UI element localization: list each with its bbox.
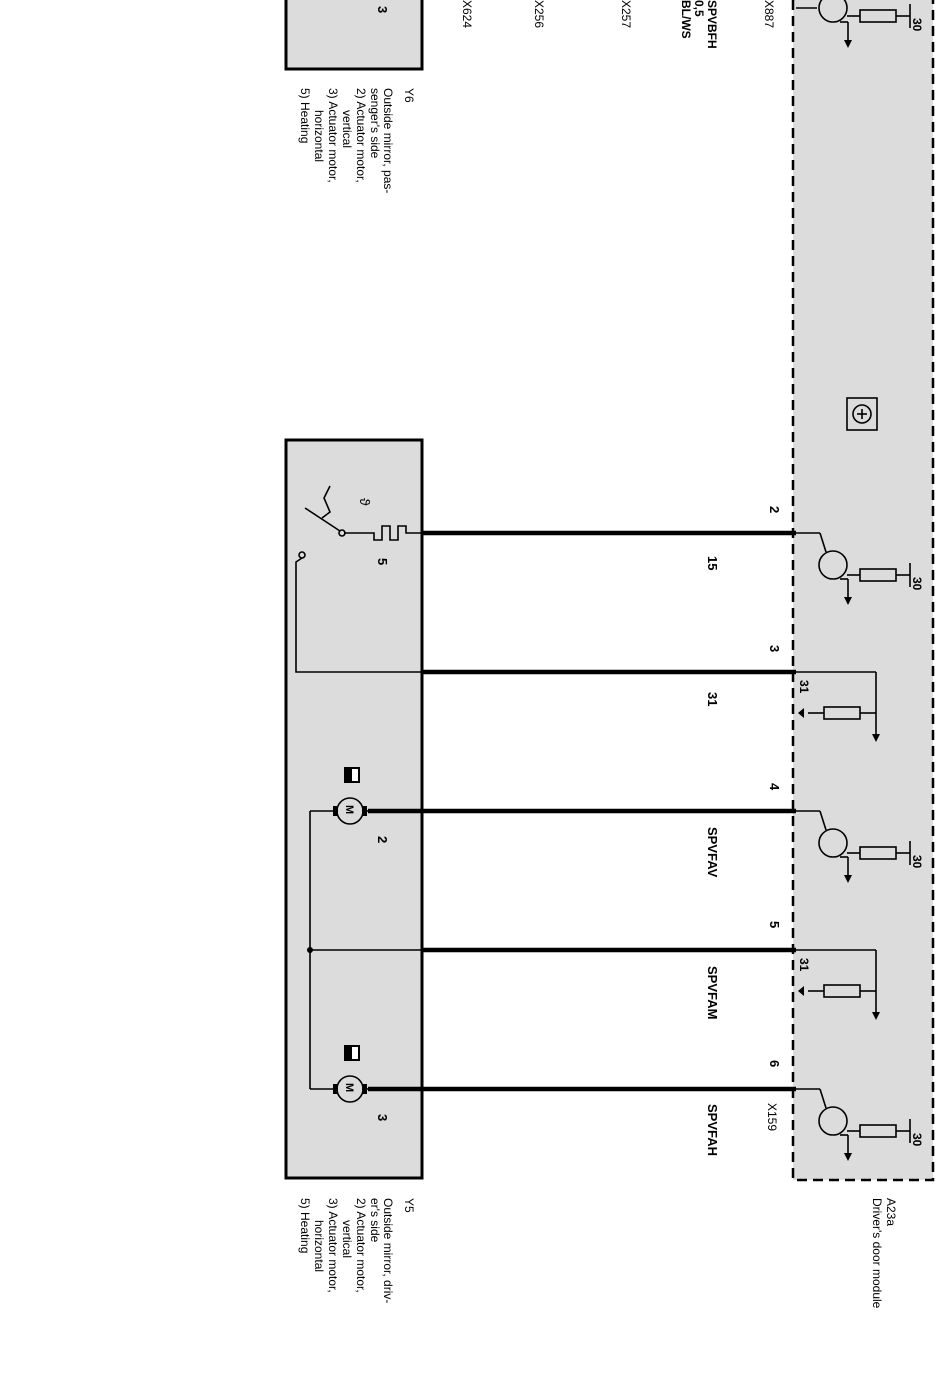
wire-label-spvfav: SPVFAV: [705, 827, 720, 878]
connector-x256-label: X256: [532, 0, 546, 28]
ground-31-label: 31: [797, 958, 811, 972]
module-name-label: Driver's door module: [870, 1198, 884, 1309]
y5-desc-line-3: 2) Actuator motor,: [354, 1198, 368, 1293]
y6-desc-line-3: 2) Actuator motor,: [354, 88, 368, 183]
supply-30-label: 30: [910, 577, 924, 591]
y5-desc-line-7: 5) Heating: [298, 1198, 312, 1253]
y5-desc-line-1: Outside mirror, driv-: [381, 1198, 395, 1303]
wire-label-31: 31: [705, 692, 720, 706]
y6-wire-size: 0,5: [692, 0, 706, 17]
connector-x887-label: X887: [762, 0, 776, 28]
y6-wire-color: BL/WS: [679, 0, 693, 39]
module-driver-pin4: 30: [796, 810, 924, 883]
thermostat-icon: ϑ: [357, 498, 373, 506]
y6-pin-label: 3: [375, 6, 390, 13]
module-pin-4: 4: [767, 783, 782, 791]
y5-junction-dot: [307, 947, 313, 953]
y5-heating-pin-label: 5: [375, 558, 390, 565]
y6-desc-line-5: 3) Actuator motor,: [326, 88, 340, 183]
module-ground-icon: [846, 397, 878, 431]
y5-desc-line-2: er's side: [368, 1198, 382, 1243]
module-pin-5: 5: [767, 921, 782, 928]
wire-label-spvfah: SPVFAH: [705, 1104, 720, 1156]
module-driver-pin2: 30: [796, 532, 924, 605]
y6-desc-line-2: senger's side: [368, 88, 382, 159]
y5-desc-line-6: horizontal: [312, 1220, 326, 1272]
module-pin-6: 6: [767, 1060, 782, 1067]
y6-desc-line-6: horizontal: [312, 110, 326, 162]
module-driver-pin6: 30: [796, 1088, 924, 1161]
motor-m-icon: M: [343, 1083, 355, 1092]
ground-31-label: 31: [797, 680, 811, 694]
y5-vertical-motor-pin-label: 2: [375, 836, 390, 843]
y5-vertical-motor: [310, 767, 372, 825]
wire-label-15: 15: [705, 556, 720, 570]
y5-heating-element: [295, 485, 422, 673]
y5-horizontal-motor: [310, 1045, 372, 1103]
module-id-label: A23a: [884, 1198, 898, 1226]
y6-desc-line-7: 5) Heating: [298, 88, 312, 143]
y6-desc-line-1: Outside mirror, pas-: [381, 88, 395, 193]
supply-30-label: 30: [910, 1133, 924, 1147]
y6-id-label: Y6: [402, 88, 416, 103]
y5-horizontal-motor-pin-label: 3: [375, 1114, 390, 1121]
connector-x257-label: X257: [619, 0, 633, 28]
driver-door-module-outline: [791, 0, 935, 1182]
module-ground-pin5: 31: [796, 949, 880, 1020]
module-pin-2: 2: [767, 506, 782, 513]
y5-desc-line-4: vertical: [340, 1220, 354, 1258]
y6-outside-mirror-passenger-box: [284, 0, 424, 71]
module-ground-pin3: 31: [796, 671, 880, 742]
module-driver-top: 30: [796, 0, 924, 48]
connector-x159-label: X159: [765, 1103, 779, 1131]
y6-desc-line-4: vertical: [340, 110, 354, 148]
y5-desc-line-5: 3) Actuator motor,: [326, 1198, 340, 1293]
y6-wire-label: SPVBFH: [705, 0, 719, 49]
connector-x624-label: X624: [460, 0, 474, 28]
supply-30-label: 30: [910, 855, 924, 869]
motor-m-icon: M: [343, 805, 355, 814]
wire-label-spvfam: SPVFAM: [705, 966, 720, 1019]
supply-30-label: 30: [910, 18, 924, 32]
y5-id-label: Y5: [402, 1198, 416, 1213]
module-pin-3: 3: [767, 645, 782, 652]
